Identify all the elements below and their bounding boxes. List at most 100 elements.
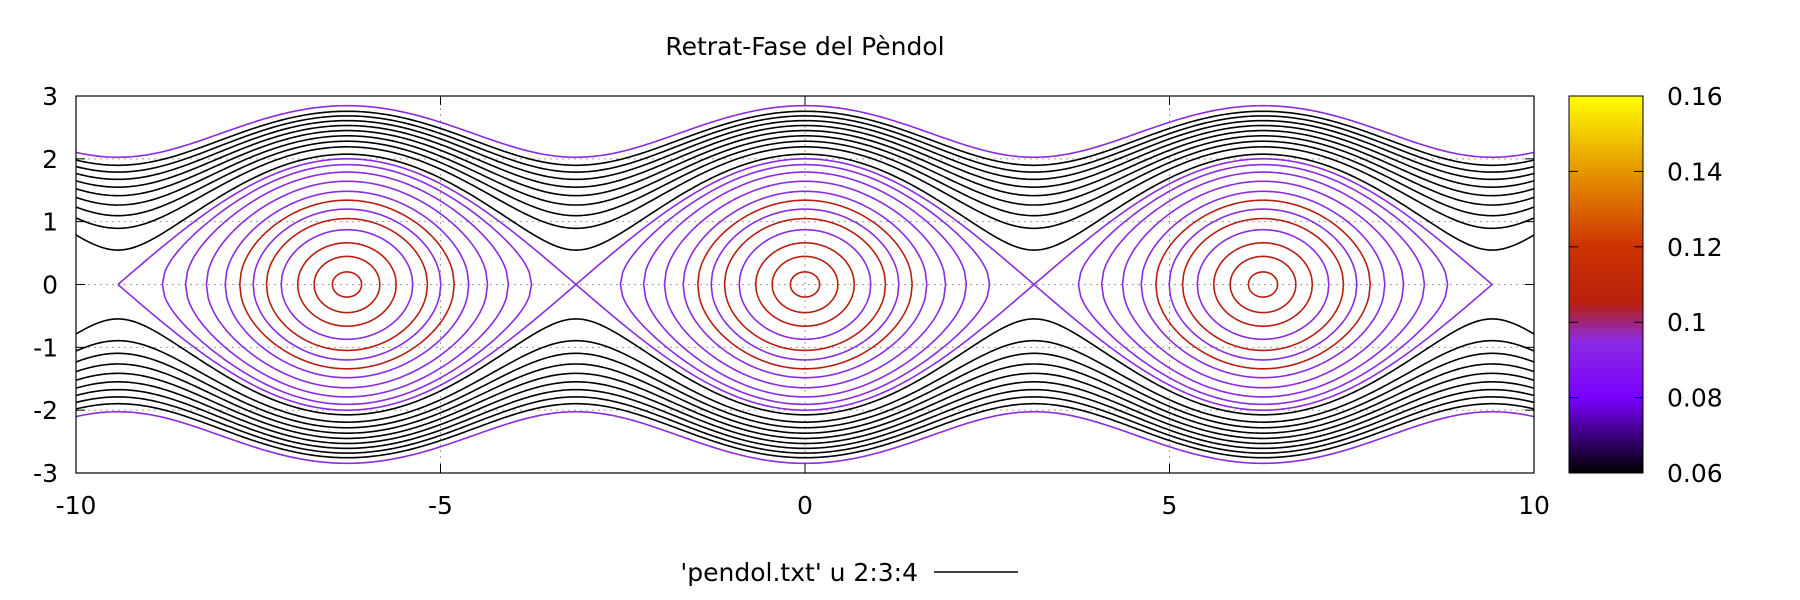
- y-tick-label: -2: [33, 396, 58, 425]
- closed-orbit-upper: [313, 255, 381, 285]
- closed-orbit-lower: [1155, 284, 1372, 370]
- closed-orbit-upper: [238, 199, 455, 285]
- x-axis-ticks: -10 -5 0 5 10: [56, 96, 1550, 520]
- closed-orbit-upper: [738, 228, 872, 285]
- closed-orbit-upper: [117, 158, 577, 286]
- closed-orbit-lower: [696, 284, 914, 370]
- closed-orbit-lower: [1212, 284, 1314, 327]
- y-tick-label: -1: [33, 333, 58, 362]
- closed-orbit-lower: [252, 284, 442, 361]
- closed-orbit-lower: [1196, 284, 1330, 341]
- closed-orbit-lower: [789, 284, 821, 298]
- closed-orbit-upper: [696, 199, 914, 285]
- closed-orbit-lower: [710, 284, 900, 361]
- x-tick-label: 10: [1518, 491, 1550, 520]
- closed-orbit-upper: [265, 217, 429, 285]
- closed-orbit-lower: [1100, 284, 1426, 398]
- closed-orbit-upper: [789, 271, 821, 285]
- closed-orbit-lower: [117, 283, 577, 411]
- closed-orbit-lower: [205, 284, 489, 389]
- closed-orbit-lower: [619, 284, 991, 406]
- open-orbit-upper: [76, 140, 1534, 217]
- closed-orbit-lower: [754, 284, 856, 327]
- closed-orbit-upper: [1033, 158, 1493, 286]
- closed-orbit-upper: [723, 217, 887, 285]
- colorbar-ticks: 0.06 0.08 0.1 0.12 0.14 0.16: [1569, 82, 1723, 488]
- open-orbit-upper: [76, 153, 1534, 251]
- closed-orbit-lower: [313, 284, 381, 314]
- colorbar-tick-label: 0.14: [1667, 157, 1723, 186]
- closed-orbit-lower: [738, 284, 872, 341]
- open-orbit-lower: [76, 339, 1534, 423]
- x-tick-label: -5: [428, 491, 453, 520]
- y-tick-label: -3: [33, 459, 58, 488]
- legend: 'pendol.txt' u 2:3:4: [680, 558, 1018, 587]
- closed-orbit-upper: [1247, 271, 1279, 285]
- open-orbit-lower: [76, 363, 1534, 434]
- y-tick-label: 2: [42, 145, 58, 174]
- closed-orbit-upper: [710, 208, 900, 285]
- plot-frame: [75, 95, 1535, 474]
- closed-orbit-upper: [682, 190, 928, 285]
- open-orbit-upper: [76, 146, 1534, 230]
- open-orbit-upper: [76, 115, 1534, 173]
- closed-orbit-lower: [1140, 284, 1386, 379]
- closed-orbit-lower: [238, 284, 455, 370]
- colorbar: [1568, 95, 1644, 474]
- chart-title: Retrat-Fase del Pèndol: [665, 32, 944, 61]
- open-orbit-lower: [76, 318, 1534, 416]
- closed-orbit-upper: [771, 255, 839, 285]
- y-tick-label: 0: [42, 271, 58, 300]
- closed-orbit-lower: [1181, 284, 1345, 352]
- colorbar-tick-label: 0.06: [1667, 459, 1723, 488]
- closed-orbit-lower: [663, 284, 947, 389]
- closed-orbit-lower: [575, 283, 1035, 411]
- open-orbit-upper: [76, 135, 1534, 206]
- closed-orbit-upper: [252, 208, 442, 285]
- open-orbit-upper: [76, 119, 1534, 181]
- colorbar-tick-label: 0.08: [1667, 384, 1723, 413]
- y-tick-label: 1: [42, 208, 58, 237]
- closed-orbit-upper: [1077, 163, 1449, 285]
- closed-orbit-lower: [1121, 284, 1405, 389]
- open-orbit-lower: [76, 352, 1534, 429]
- x-tick-label: 0: [797, 491, 813, 520]
- closed-orbit-lower: [771, 284, 839, 314]
- closed-orbit-lower: [1229, 284, 1297, 314]
- closed-orbit-upper: [1196, 228, 1330, 285]
- closed-orbit-lower: [265, 284, 429, 352]
- y-tick-label: 3: [42, 82, 58, 111]
- closed-orbit-lower: [682, 284, 928, 379]
- open-orbit-upper: [76, 124, 1534, 188]
- legend-label: 'pendol.txt' u 2:3:4: [680, 558, 918, 587]
- closed-orbit-upper: [184, 171, 510, 285]
- closed-orbit-upper: [642, 171, 968, 285]
- closed-orbit-lower: [723, 284, 887, 352]
- colorbar-tick-label: 0.16: [1667, 82, 1723, 111]
- closed-orbit-lower: [296, 284, 398, 327]
- open-orbit-upper: [76, 110, 1534, 167]
- open-orbit-lower: [76, 388, 1534, 450]
- closed-orbit-upper: [1140, 190, 1386, 285]
- closed-orbit-lower: [224, 284, 470, 379]
- closed-orbit-upper: [1155, 199, 1372, 285]
- closed-orbit-lower: [1033, 283, 1493, 411]
- closed-orbit-lower: [161, 284, 533, 406]
- closed-orbit-upper: [754, 242, 856, 285]
- closed-orbit-lower: [642, 284, 968, 398]
- colorbar-tick-label: 0.12: [1667, 233, 1723, 262]
- closed-orbit-upper: [1212, 242, 1314, 285]
- closed-orbit-upper: [205, 180, 489, 285]
- closed-orbit-lower: [1247, 284, 1279, 298]
- open-orbit-upper: [76, 129, 1534, 197]
- closed-orbit-upper: [663, 180, 947, 285]
- closed-orbit-upper: [331, 271, 363, 285]
- closed-orbit-upper: [1168, 208, 1358, 285]
- open-orbit-upper: [76, 104, 1534, 159]
- closed-orbit-upper: [296, 242, 398, 285]
- closed-orbit-lower: [184, 284, 510, 398]
- open-orbit-lower: [76, 410, 1534, 465]
- closed-orbit-lower: [331, 284, 363, 298]
- y-axis-ticks: -3 -2 -1 0 1 2 3: [33, 82, 1534, 488]
